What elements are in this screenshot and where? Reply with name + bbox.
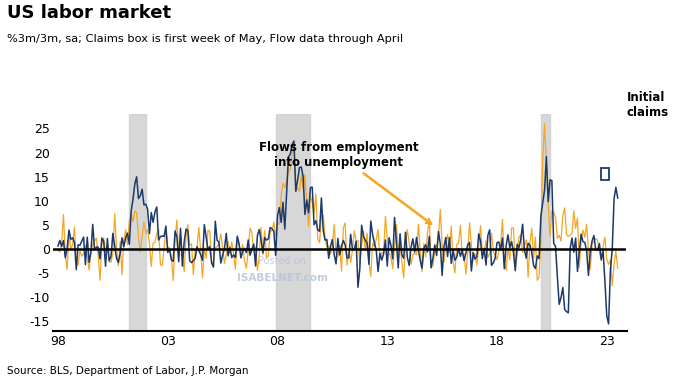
Text: Initial
claims: Initial claims: [626, 91, 668, 119]
Bar: [541, 114, 550, 331]
Text: Source: BLS, Department of Labor, J.P. Morgan: Source: BLS, Department of Labor, J.P. M…: [7, 366, 248, 376]
Text: %3m/3m, sa; Claims box is first week of May, Flow data through April: %3m/3m, sa; Claims box is first week of …: [7, 34, 403, 44]
Text: ISABELNET.com: ISABELNET.com: [237, 273, 328, 283]
Bar: [130, 114, 146, 331]
Text: Flows from employment
into unemployment: Flows from employment into unemployment: [259, 141, 431, 224]
Bar: [276, 114, 310, 331]
Text: Posted on: Posted on: [258, 256, 306, 266]
Text: US labor market: US labor market: [7, 4, 171, 22]
FancyBboxPatch shape: [601, 168, 609, 180]
